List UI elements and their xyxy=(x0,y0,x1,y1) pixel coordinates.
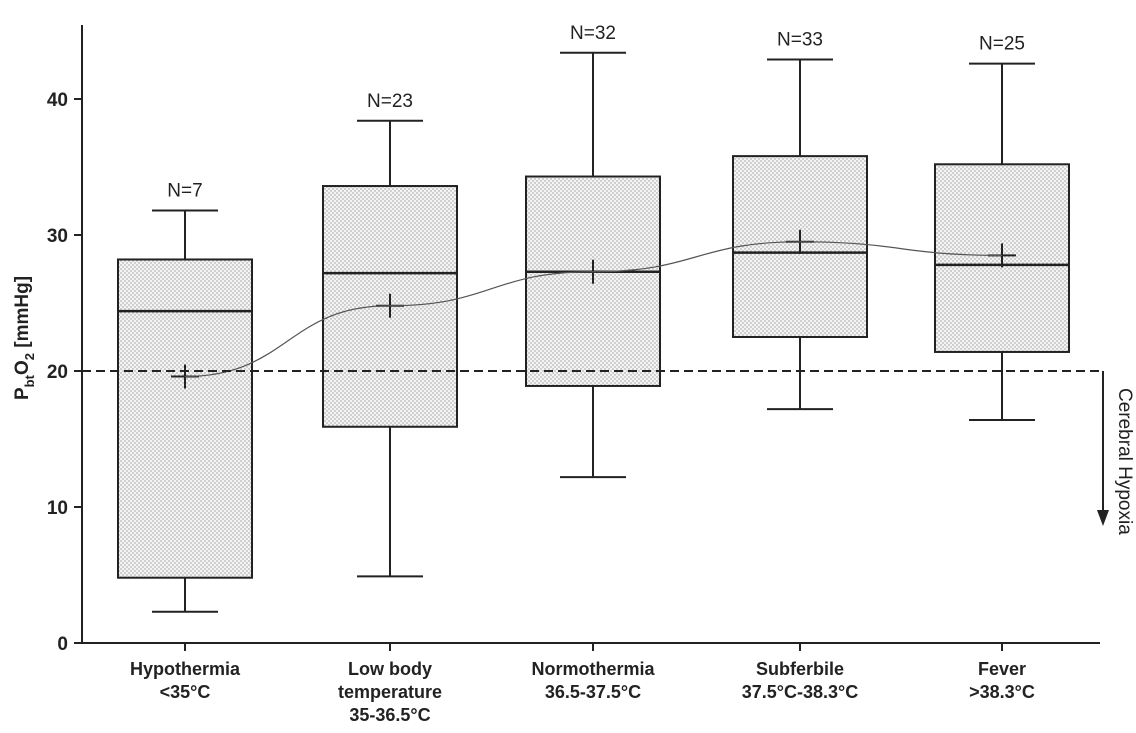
category-label: Subferbile xyxy=(756,659,844,679)
category-label: 35-36.5°C xyxy=(349,705,430,725)
cerebral-hypoxia-annotation: Cerebral Hypoxia xyxy=(1114,388,1135,535)
category-label: Low body xyxy=(348,659,432,679)
box xyxy=(117,258,253,579)
category-label: Hypothermia xyxy=(130,659,241,679)
mean-line-group xyxy=(184,241,1003,378)
category-label: Fever xyxy=(978,659,1026,679)
n-label: N=33 xyxy=(777,30,823,51)
category-label: 37.5°C-38.3°C xyxy=(742,682,858,702)
category-label: <35°C xyxy=(160,682,211,702)
category-label: 36.5-37.5°C xyxy=(545,682,641,702)
n-label: N=25 xyxy=(979,34,1025,55)
y-axis-label: PbtO2 [mmHg] xyxy=(12,276,37,400)
mean-trend-line xyxy=(184,241,1003,378)
threshold-group xyxy=(82,370,1109,526)
category-label: Normothermia xyxy=(531,659,655,679)
n-label: N=23 xyxy=(367,91,413,112)
labels: PbtO2 [mmHg] N=7 Hypothermia <35°C N=23 Low b… xyxy=(12,23,1135,725)
hypoxia-arrow-head xyxy=(1097,510,1109,526)
category-label: >38.3°C xyxy=(969,682,1035,702)
category-label: temperature xyxy=(338,682,442,702)
y-tick-label: 10 xyxy=(47,498,68,519)
y-tick-label: 30 xyxy=(47,226,68,247)
y-tick-label: 0 xyxy=(57,634,68,655)
y-tick-label: 40 xyxy=(47,90,68,111)
n-label: N=32 xyxy=(570,23,616,44)
y-tick-label: 20 xyxy=(47,362,68,383)
n-label: N=7 xyxy=(167,181,202,202)
boxes xyxy=(117,51,1070,613)
axes: 0 10 20 30 40 xyxy=(47,25,1100,655)
